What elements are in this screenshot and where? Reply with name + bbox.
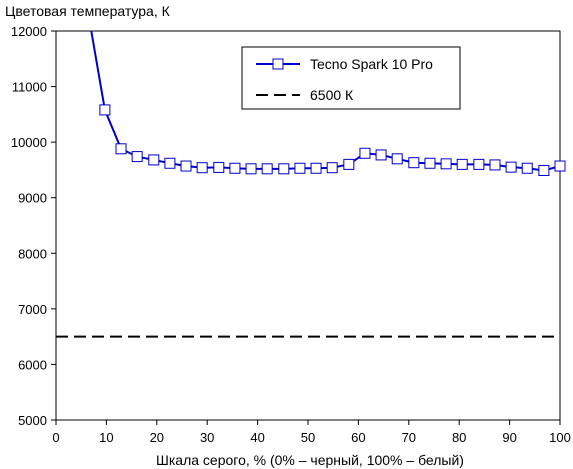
data-point (164, 157, 176, 169)
data-point (278, 163, 290, 175)
data-point (408, 157, 420, 169)
x-tick-label: 40 (250, 430, 264, 445)
x-tick-label: 100 (549, 430, 571, 445)
data-point (391, 153, 403, 165)
x-tick-label: 70 (402, 430, 416, 445)
data-point (229, 162, 241, 174)
y-tick-label: 11000 (12, 80, 47, 95)
data-point (115, 143, 127, 155)
legend-label-6500k: 6500 К (310, 87, 354, 103)
data-point (424, 157, 436, 169)
data-point (99, 104, 111, 116)
data-point (359, 147, 371, 159)
data-point (554, 160, 566, 172)
data-point (294, 162, 306, 174)
x-tick-label: 60 (351, 430, 365, 445)
data-point (505, 161, 517, 173)
x-tick-label: 0 (52, 430, 59, 445)
legend: Tecno Spark 10 Pro 6500 К (241, 46, 461, 110)
x-tick-label: 10 (99, 430, 113, 445)
y-tick-label: 7000 (18, 302, 47, 317)
x-tick-label: 50 (301, 430, 315, 445)
legend-marker-tecno (272, 58, 284, 70)
series-markers-tecno (99, 104, 566, 176)
y-axis: 5000 6000 7000 8000 9000 10000 11000 12000 (11, 24, 56, 428)
data-point (196, 162, 208, 174)
y-tick-label: 12000 (11, 24, 47, 39)
y-tick-label: 5000 (18, 413, 47, 428)
x-tick-label: 30 (200, 430, 214, 445)
data-point (148, 154, 160, 166)
data-point (440, 158, 452, 170)
x-tick-label: 80 (452, 430, 466, 445)
data-point (326, 162, 338, 174)
data-point (375, 149, 387, 161)
data-point (261, 163, 273, 175)
y-tick-label: 8000 (18, 246, 47, 261)
data-point (310, 162, 322, 174)
y-axis-title: Цветовая температура, К (5, 3, 171, 19)
x-axis-title: Шкала серого, % (0% – черный, 100% – бел… (156, 452, 464, 468)
data-point (538, 164, 550, 176)
legend-box (241, 46, 461, 110)
data-point (343, 158, 355, 170)
x-tick-label: 90 (502, 430, 516, 445)
legend-label-tecno: Tecno Spark 10 Pro (310, 56, 433, 72)
y-tick-label: 10000 (11, 135, 47, 150)
data-point (213, 161, 225, 173)
y-tick-label: 9000 (18, 191, 47, 206)
data-point (473, 158, 485, 170)
x-tick-label: 20 (150, 430, 164, 445)
data-point (131, 151, 143, 163)
data-point (521, 162, 533, 174)
data-point (456, 158, 468, 170)
data-point (245, 163, 257, 175)
data-point (180, 160, 192, 172)
data-point (489, 159, 501, 171)
y-tick-label: 6000 (18, 357, 47, 372)
x-axis: 0 10 20 30 40 50 60 70 80 90 100 (52, 420, 571, 445)
